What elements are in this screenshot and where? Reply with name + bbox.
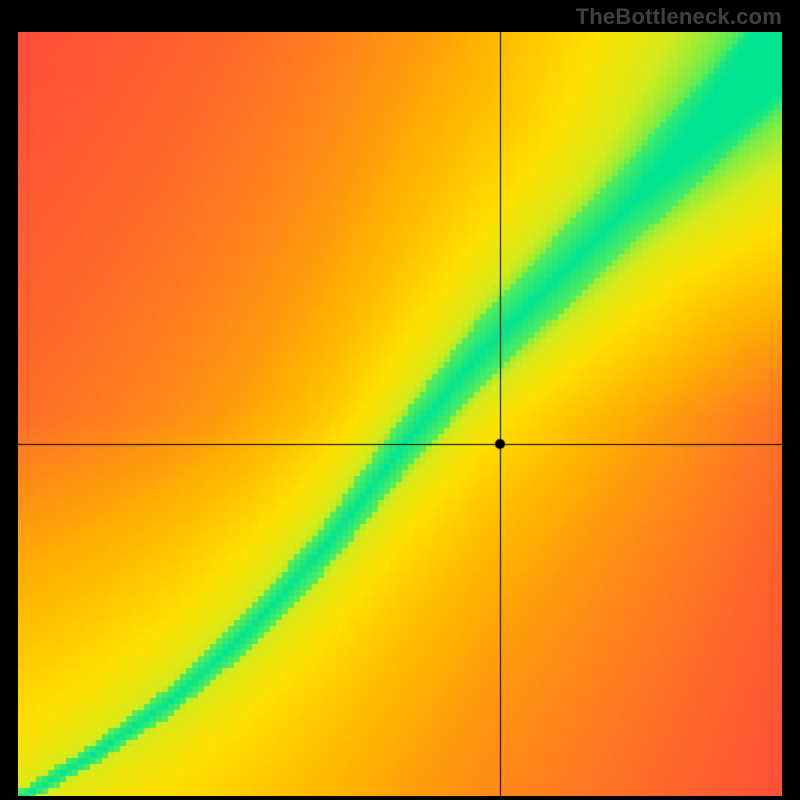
heatmap-canvas	[18, 32, 782, 796]
chart-container: TheBottleneck.com	[0, 0, 800, 800]
heatmap-plot	[18, 32, 782, 796]
attribution-label: TheBottleneck.com	[576, 4, 782, 30]
